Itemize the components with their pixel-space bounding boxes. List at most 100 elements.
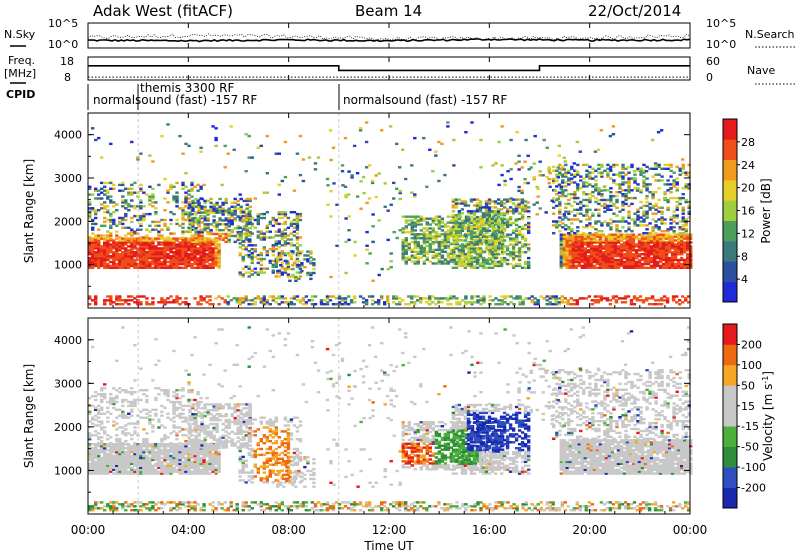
- echo-cell: [238, 301, 242, 304]
- echo-cell: [490, 256, 495, 260]
- echo-cell: [190, 187, 194, 190]
- echo-cell: [154, 253, 158, 256]
- echo-cell: [576, 189, 580, 192]
- echo-cell: [666, 183, 670, 186]
- echo-cell: [556, 166, 560, 169]
- echo-cell: [464, 295, 468, 298]
- echo-cell: [279, 254, 283, 257]
- colorbar-swatch: [723, 241, 737, 262]
- echo-cell: [371, 213, 375, 216]
- echo-cell: [470, 301, 474, 304]
- echo-cell: [214, 253, 218, 256]
- echo-cell: [175, 218, 179, 222]
- echo-cell: [577, 253, 581, 256]
- echo-cell: [343, 301, 348, 304]
- echo-cell: [466, 258, 471, 262]
- echo-cell: [559, 187, 563, 191]
- echo-cell: [460, 245, 465, 248]
- echo-cell: [672, 232, 676, 235]
- echo-cell: [181, 236, 185, 239]
- echo-cell: [502, 217, 507, 221]
- echo-cell: [511, 256, 516, 260]
- echo-cell: [300, 262, 304, 265]
- echo-cell: [230, 230, 234, 234]
- echo-cell: [569, 303, 573, 306]
- echo-cell: [136, 295, 140, 298]
- echo-cell: [332, 182, 336, 185]
- echo-cell: [658, 251, 663, 254]
- echo-cell: [455, 303, 459, 306]
- echo-cell: [250, 248, 254, 251]
- echo-cell: [472, 223, 477, 227]
- echo-cell: [127, 456, 131, 460]
- echo-cell: [115, 452, 119, 456]
- echo-cell: [211, 262, 215, 266]
- echo-cell: [451, 266, 456, 269]
- echo-cell: [643, 235, 648, 238]
- echo-cell: [398, 297, 402, 300]
- echo-cell: [193, 228, 197, 231]
- echo-cell: [560, 301, 564, 304]
- echo-cell: [562, 213, 566, 216]
- echo-cell: [643, 243, 648, 246]
- echo-cell: [670, 266, 675, 269]
- echo-cell: [615, 230, 619, 233]
- echo-cell: [121, 266, 125, 269]
- echo-cell: [224, 197, 228, 201]
- echo-cell: [175, 249, 179, 252]
- echo-cell: [559, 245, 563, 248]
- echo-cell: [493, 264, 498, 268]
- echo-cell: [469, 266, 474, 269]
- echo-cell: [154, 201, 158, 204]
- echo-cell: [88, 443, 92, 446]
- echo-cell: [487, 212, 492, 215]
- echo-cell: [214, 260, 218, 264]
- echo-cell: [667, 235, 672, 238]
- echo-cell: [603, 198, 607, 202]
- echo-cell: [568, 258, 572, 262]
- echo-cell: [203, 211, 207, 214]
- echo-cell: [280, 212, 284, 216]
- echo-cell: [622, 241, 627, 244]
- echo-cell: [680, 249, 684, 252]
- echo-cell: [527, 260, 531, 264]
- echo-cell: [454, 235, 459, 238]
- echo-cell: [280, 250, 284, 253]
- echo-cell: [481, 235, 486, 238]
- echo-cell: [505, 249, 510, 252]
- echo-cell: [109, 239, 113, 242]
- echo-cell: [377, 301, 381, 304]
- echo-cell: [673, 247, 678, 250]
- echo-cell: [253, 250, 257, 253]
- echo-cell: [552, 212, 556, 215]
- echo-cell: [588, 193, 592, 196]
- echo-cell: [642, 232, 646, 235]
- echo-cell: [190, 228, 194, 231]
- echo-cell: [572, 299, 576, 302]
- echo-cell: [591, 194, 595, 198]
- echo-cell: [675, 216, 679, 219]
- echo-cell: [624, 173, 628, 176]
- echo-cell: [586, 255, 591, 258]
- echo-cell: [142, 266, 146, 269]
- echo-cell: [157, 249, 161, 252]
- echo-cell: [262, 267, 266, 270]
- echo-cell: [500, 242, 505, 246]
- echo-cell: [347, 238, 351, 242]
- echo-cell: [520, 233, 525, 236]
- echo-cell: [524, 138, 528, 142]
- echo-cell: [557, 297, 561, 300]
- echo-cell: [661, 255, 666, 258]
- echo-cell: [472, 214, 477, 217]
- echo-cell: [404, 219, 408, 222]
- echo-cell: [497, 227, 502, 230]
- echo-cell: [118, 450, 122, 454]
- echo-cell: [401, 250, 405, 253]
- echo-cell: [599, 129, 604, 132]
- echo-cell: [557, 154, 561, 157]
- nave-label: Nave: [747, 64, 775, 77]
- echo-cell: [253, 248, 257, 251]
- echo-cell: [410, 231, 414, 234]
- echo-cell: [392, 197, 396, 200]
- echo-cell: [583, 262, 587, 266]
